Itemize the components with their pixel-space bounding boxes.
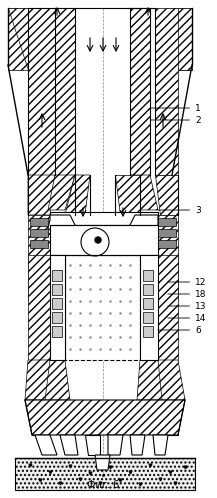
Polygon shape: [50, 255, 65, 360]
Text: 14: 14: [168, 314, 206, 323]
Bar: [52, 326, 62, 337]
Bar: [143, 326, 153, 337]
Polygon shape: [85, 435, 100, 455]
Text: 18: 18: [168, 289, 207, 298]
Bar: [143, 284, 153, 295]
Polygon shape: [25, 400, 185, 435]
Polygon shape: [152, 360, 185, 400]
Bar: [52, 312, 62, 323]
Bar: [52, 270, 62, 281]
Polygon shape: [8, 8, 28, 70]
Text: 1: 1: [151, 104, 201, 113]
Polygon shape: [140, 255, 158, 360]
Bar: [158, 218, 176, 226]
Polygon shape: [28, 255, 50, 360]
Polygon shape: [25, 360, 55, 400]
Polygon shape: [115, 175, 140, 215]
Bar: [52, 284, 62, 295]
Bar: [143, 312, 153, 323]
Polygon shape: [130, 175, 158, 210]
Bar: [158, 240, 176, 248]
Polygon shape: [8, 8, 42, 70]
Polygon shape: [158, 255, 178, 360]
Polygon shape: [172, 8, 192, 70]
Polygon shape: [28, 175, 55, 215]
Polygon shape: [65, 175, 90, 215]
Bar: [30, 218, 48, 226]
Polygon shape: [167, 8, 192, 70]
Polygon shape: [45, 360, 70, 400]
Polygon shape: [95, 455, 110, 470]
Bar: [158, 229, 176, 237]
Polygon shape: [28, 8, 55, 175]
Polygon shape: [60, 435, 78, 455]
Polygon shape: [48, 175, 75, 210]
Polygon shape: [28, 215, 50, 300]
Polygon shape: [130, 215, 158, 235]
Polygon shape: [15, 458, 195, 490]
Polygon shape: [35, 435, 57, 455]
Polygon shape: [55, 8, 75, 175]
Polygon shape: [155, 175, 178, 215]
Bar: [143, 270, 153, 281]
Polygon shape: [130, 8, 150, 175]
Polygon shape: [130, 435, 145, 455]
Text: 6: 6: [158, 326, 201, 335]
Polygon shape: [65, 255, 140, 360]
Polygon shape: [155, 8, 178, 175]
Text: 13: 13: [168, 301, 207, 310]
Bar: [52, 298, 62, 309]
Bar: [143, 298, 153, 309]
Polygon shape: [50, 212, 158, 225]
Text: 2: 2: [151, 116, 201, 124]
Circle shape: [95, 237, 101, 243]
Text: 3: 3: [158, 206, 201, 215]
Text: Фиг. 6: Фиг. 6: [87, 480, 119, 490]
Polygon shape: [50, 225, 158, 255]
Polygon shape: [153, 435, 168, 455]
Polygon shape: [158, 215, 178, 300]
Polygon shape: [108, 435, 123, 455]
Bar: [30, 240, 48, 248]
Text: 12: 12: [168, 277, 206, 286]
Bar: [30, 229, 48, 237]
Polygon shape: [137, 360, 162, 400]
Polygon shape: [48, 215, 75, 235]
